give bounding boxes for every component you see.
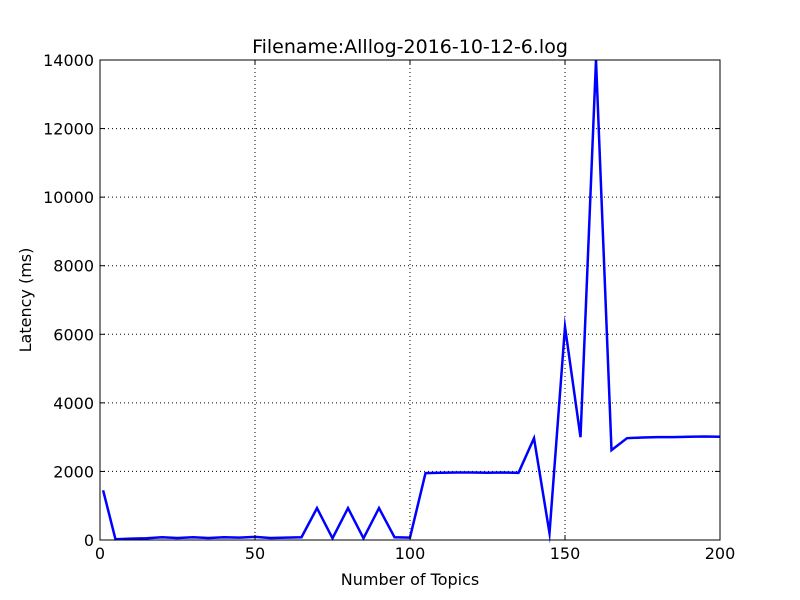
series-layer [101, 59, 721, 544]
y-tick-label: 14000 [43, 51, 94, 70]
y-axis-label: Latency (ms) [16, 248, 35, 353]
x-tick-label: 100 [395, 544, 426, 563]
x-tick-label: 50 [245, 544, 265, 563]
grid-lines [100, 60, 720, 540]
y-tick-label: 0 [84, 531, 94, 550]
y-tick-label: 12000 [43, 120, 94, 139]
x-axis-label: Number of Topics [341, 570, 479, 589]
y-tick-label: 6000 [53, 325, 94, 344]
chart-title: Filename:Alllog-2016-10-12-6.log [252, 36, 568, 58]
x-tick-label: 0 [95, 544, 105, 563]
x-tick-label: 150 [550, 544, 581, 563]
x-tick-label: 200 [705, 544, 736, 563]
y-tick-label: 8000 [53, 257, 94, 276]
series-line-0 [101, 59, 721, 544]
y-tick-label: 2000 [53, 462, 94, 481]
axis-ticks: 0 50 100 150 2000200040006000800010000120001… [43, 51, 735, 563]
y-tick-label: 4000 [53, 394, 94, 413]
y-tick-label: 10000 [43, 188, 94, 207]
